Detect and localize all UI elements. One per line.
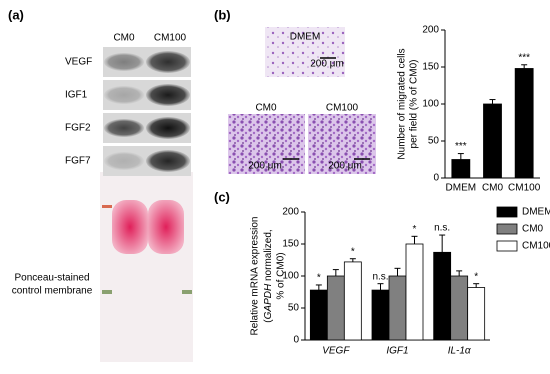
blot-row-label: IGF1 [65, 90, 88, 101]
ponceau-band [148, 200, 184, 254]
legend-label: CM100 [522, 241, 550, 252]
legend-swatch [496, 240, 518, 252]
y-tick-label: 50 [288, 303, 300, 314]
y-tick-label: 150 [282, 239, 299, 250]
y-tick-label: 150 [422, 62, 439, 73]
blot-column-label: CM0 [113, 33, 135, 44]
blot-column-label: CM100 [154, 33, 187, 44]
bar [371, 289, 390, 341]
y-tick-label: 100 [422, 99, 439, 110]
blot-band [104, 152, 144, 170]
x-tick-label: IGF1 [386, 346, 408, 357]
y-tick-label: 50 [428, 136, 440, 147]
y-tick-label: 0 [293, 335, 299, 346]
bar [514, 68, 534, 179]
bar [433, 251, 452, 341]
y-axis-label-part: GAPDH [263, 283, 274, 319]
ladder [182, 290, 192, 294]
y-axis-label: Number of migrated cells [397, 48, 408, 159]
significance: * [413, 224, 417, 235]
blot-row-label: FGF7 [65, 156, 91, 167]
ponceau-membrane [100, 172, 193, 362]
ponceau-band [112, 200, 148, 254]
y-axis-label-part: ( [263, 319, 274, 323]
significance: *** [455, 141, 467, 152]
significance: * [351, 246, 355, 257]
blot-band [146, 84, 190, 106]
significance: n.s. [434, 223, 450, 234]
image-label: DMEM [290, 32, 321, 43]
legend-swatch [496, 206, 518, 218]
membrane-label: Ponceau-stained [14, 273, 89, 284]
blot-row-label: FGF2 [65, 123, 91, 134]
x-tick-label: DMEM [446, 183, 477, 194]
blot-band [146, 150, 190, 172]
ladder [102, 290, 112, 294]
significance: n.s. [372, 271, 388, 282]
legend-label: DMEM [522, 207, 550, 218]
x-tick-label: IL-1α [448, 346, 471, 357]
y-axis-label: (GAPDH normalized, [263, 229, 274, 322]
x-tick-label: CM100 [508, 183, 541, 194]
panel-label: (b) [214, 7, 231, 22]
y-tick-label: 200 [282, 207, 299, 218]
ladder [102, 205, 112, 208]
bar [326, 275, 345, 341]
blot-band [104, 53, 144, 71]
micrograph [308, 114, 376, 174]
scale-bar-label: 200 μm [328, 161, 362, 172]
panel-label: (a) [8, 7, 24, 22]
membrane-label: control membrane [12, 286, 93, 297]
blot-row-label: VEGF [65, 57, 92, 68]
bar [467, 287, 486, 341]
bar [405, 243, 424, 341]
x-tick-label: VEGF [322, 346, 350, 357]
y-axis-label: % of CM0) [276, 252, 287, 299]
significance: *** [518, 52, 530, 63]
bar [309, 289, 328, 341]
bar [483, 103, 502, 179]
micrograph [228, 114, 305, 174]
scale-bar-label: 200 μm [310, 59, 344, 70]
y-axis-label: per field (% of CM0) [409, 60, 420, 149]
y-tick-label: 0 [433, 173, 439, 184]
y-axis-label: Relative mRNA expression [250, 217, 261, 336]
bar [388, 275, 407, 341]
significance: * [317, 273, 321, 284]
legend-label: CM0 [522, 224, 544, 235]
blot-band [104, 119, 144, 137]
scale-bar-label: 200 μm [248, 161, 282, 172]
micrograph [265, 27, 345, 77]
blot-band [146, 51, 190, 73]
x-tick-label: CM0 [482, 183, 504, 194]
legend-swatch [496, 223, 518, 235]
y-tick-label: 100 [282, 271, 299, 282]
panel-label: (c) [214, 189, 230, 204]
y-tick-label: 200 [422, 25, 439, 36]
image-label: CM0 [255, 103, 277, 114]
significance: * [474, 271, 478, 282]
bar [451, 159, 471, 179]
bar [450, 275, 469, 341]
blot-band [104, 86, 144, 104]
y-axis-label-part: normalized, [263, 229, 274, 283]
blot-band [146, 117, 190, 139]
image-label: CM100 [326, 103, 359, 114]
bar [343, 261, 362, 341]
